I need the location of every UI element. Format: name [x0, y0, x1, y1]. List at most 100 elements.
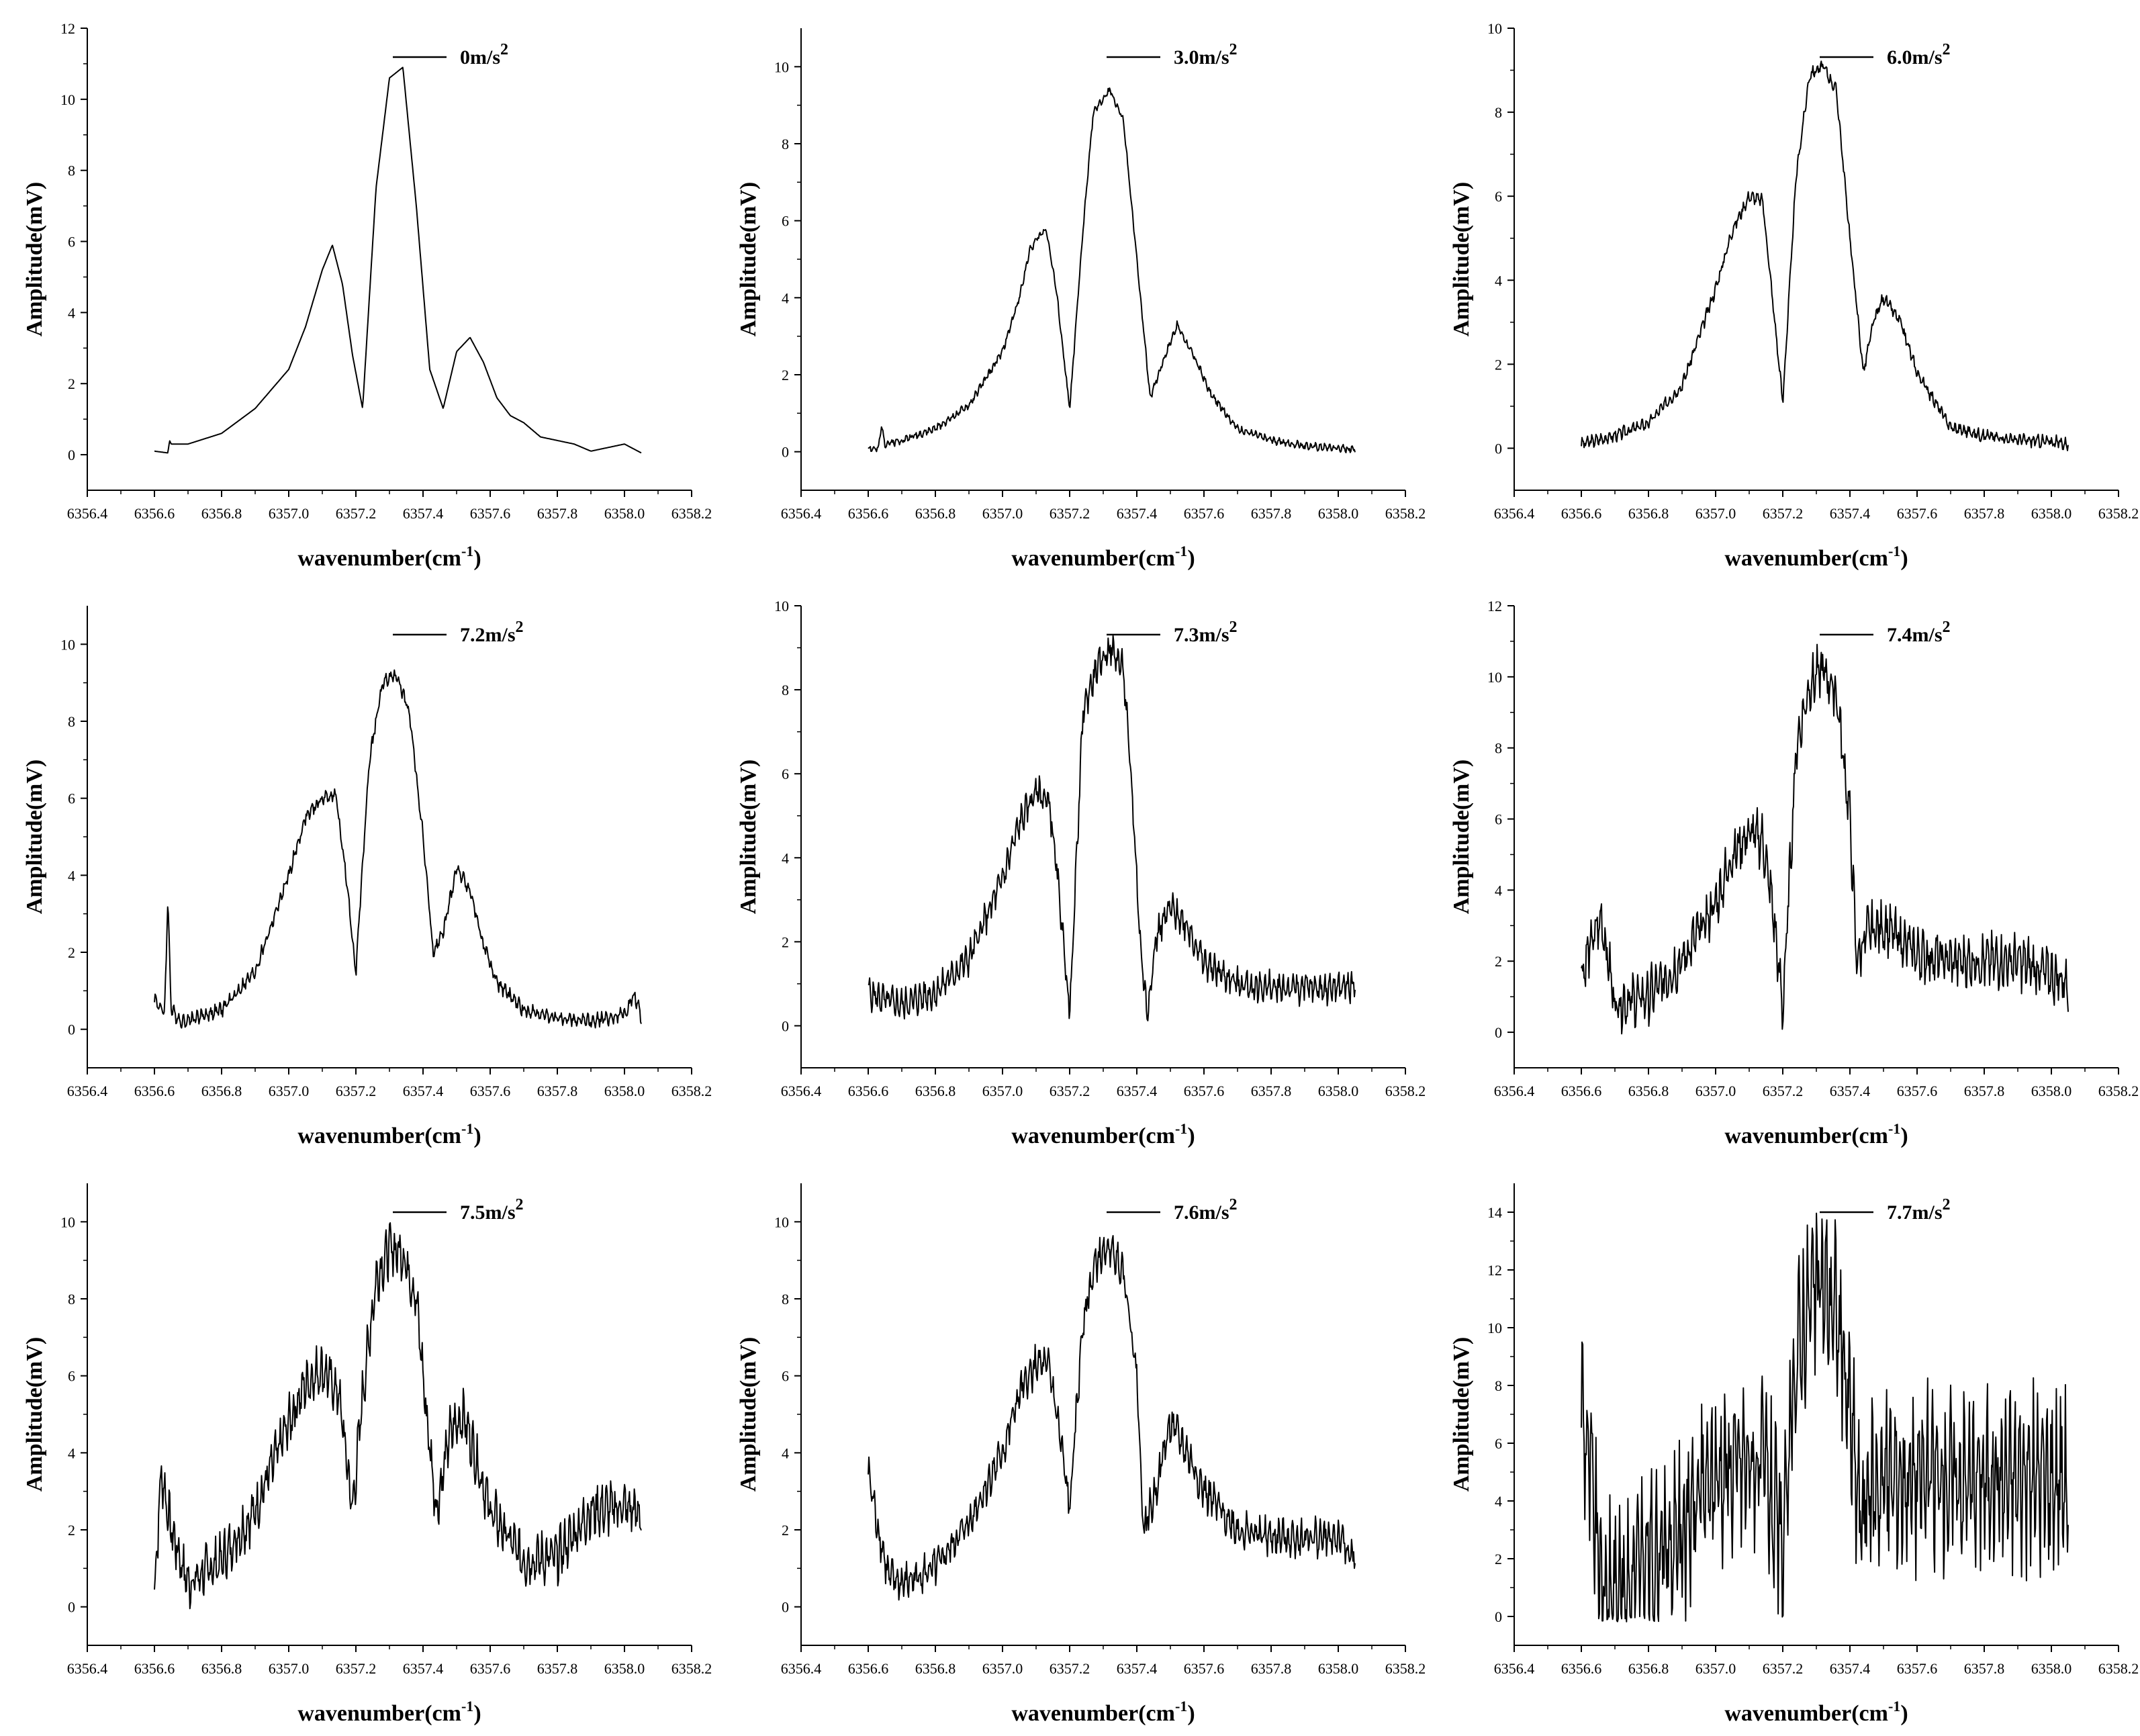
y-tick-label: 0	[782, 1599, 789, 1616]
legend-label-sup: 2	[1943, 619, 1951, 636]
x-axis-title-end: )	[1187, 1701, 1195, 1726]
x-axis-title: wavenumber(cm-1)	[1011, 543, 1195, 571]
chart-svg: 6356.4 6356.6 6356.8 6357.0 6357.2 6357.4 6357…	[736, 28, 1426, 571]
chart-panel-6: 6356.4 6356.6 6356.8 6357.0 6357.2 6357.4 6357…	[0, 1155, 714, 1733]
y-tick-label: 6	[782, 213, 789, 230]
x-tick-label: 6357.0	[982, 505, 1023, 522]
x-axis-title: wavenumber(cm-1)	[1011, 1120, 1195, 1148]
y-tick-label: 0	[68, 1599, 75, 1616]
y-tick-label: 12	[1487, 598, 1502, 614]
series-line	[868, 1235, 1356, 1601]
y-axis-title: Amplitude(mV)	[22, 182, 47, 336]
x-tick-label: 6357.2	[1763, 1083, 1804, 1099]
x-axis-title-main: wavenumber(cm	[1724, 1124, 1888, 1148]
x-tick-label: 6357.4	[403, 505, 444, 522]
y-tick-label: 8	[782, 1291, 789, 1308]
chart-panel-2: 6356.4 6356.6 6356.8 6357.0 6357.2 6357.4 6357…	[1427, 0, 2140, 578]
x-tick-label: 6358.0	[604, 505, 645, 522]
x-tick-label: 6358.0	[604, 1660, 645, 1677]
x-axis-title-sup: -1	[461, 1120, 473, 1137]
x-tick-label: 6357.8	[1964, 1660, 2005, 1677]
x-tick-label: 6357.8	[1251, 505, 1292, 522]
x-tick-label: 6357.0	[1695, 1660, 1736, 1677]
y-tick-label: 4	[1495, 272, 1502, 289]
x-tick-label: 6356.8	[201, 1083, 242, 1099]
y-tick-label: 4	[1495, 1493, 1502, 1510]
x-tick-label: 6358.0	[604, 1083, 645, 1099]
x-tick-label: 6356.6	[1561, 1083, 1602, 1099]
legend-label-main: 7.2m/s	[460, 624, 516, 646]
y-tick-label: 10	[1487, 1320, 1502, 1336]
x-tick-label: 6358.0	[1318, 505, 1359, 522]
y-tick-label: 10	[774, 58, 789, 75]
y-axis-title: Amplitude(mV)	[1449, 760, 1474, 914]
x-tick-label: 6358.0	[2031, 1660, 2072, 1677]
y-tick-label: 2	[1495, 356, 1502, 373]
y-tick-label: 8	[68, 1291, 75, 1308]
y-tick-label: 10	[1487, 20, 1502, 37]
legend-label-main: 7.4m/s	[1887, 624, 1943, 646]
series-line	[154, 66, 642, 454]
x-tick-label: 6356.4	[1494, 1660, 1535, 1677]
x-axis-title-end: )	[1187, 1124, 1195, 1148]
chart-panel-5: 6356.4 6356.6 6356.8 6357.0 6357.2 6357.4 6357…	[1427, 578, 2140, 1155]
x-tick-label: 6357.6	[1184, 1083, 1225, 1099]
legend-label: 7.6m/s2	[1174, 1196, 1238, 1224]
x-tick-label: 6356.4	[781, 1660, 822, 1677]
y-tick-label: 2	[68, 1522, 75, 1539]
series-line	[154, 669, 642, 1029]
x-tick-label: 6357.8	[1964, 505, 2005, 522]
x-tick-label: 6357.4	[1830, 1083, 1871, 1099]
x-tick-label: 6357.6	[1184, 505, 1225, 522]
x-axis-title-end: )	[1187, 546, 1195, 571]
x-axis-title-end: )	[473, 1701, 481, 1726]
legend-label: 7.4m/s2	[1887, 619, 1951, 646]
x-tick-label: 6358.0	[1318, 1660, 1359, 1677]
x-axis-title-main: wavenumber(cm	[297, 1701, 461, 1726]
x-axis-title-main: wavenumber(cm	[1724, 1701, 1888, 1726]
x-axis-title-main: wavenumber(cm	[1011, 1701, 1175, 1726]
y-tick-label: 2	[782, 1522, 789, 1539]
x-tick-label: 6357.8	[537, 505, 578, 522]
x-tick-label: 6357.8	[537, 1660, 578, 1677]
x-tick-label: 6357.0	[269, 1660, 310, 1677]
x-axis-title: wavenumber(cm-1)	[1724, 1698, 1908, 1726]
x-tick-label: 6356.4	[781, 505, 822, 522]
x-tick-label: 6357.2	[1050, 1083, 1090, 1099]
chart-panel-1: 6356.4 6356.6 6356.8 6357.0 6357.2 6357.4 6357…	[714, 0, 1427, 578]
legend-label-main: 0m/s	[460, 46, 500, 68]
legend-label-sup: 2	[1943, 41, 1951, 58]
x-tick-label: 6356.6	[1561, 505, 1602, 522]
legend-label: 7.2m/s2	[460, 619, 524, 646]
x-tick-label: 6356.8	[1628, 1660, 1669, 1677]
y-tick-label: 10	[1487, 669, 1502, 686]
x-tick-label: 6356.4	[781, 1083, 822, 1099]
x-tick-label: 6358.2	[671, 1083, 712, 1099]
legend-label-sup: 2	[1943, 1196, 1951, 1214]
chart-panel-0: 6356.4 6356.6 6356.8 6357.0 6357.2 6357.4 6357…	[0, 0, 714, 578]
x-tick-label: 6357.8	[1964, 1083, 2005, 1099]
x-tick-label: 6356.6	[848, 1083, 889, 1099]
y-tick-label: 0	[1495, 1608, 1502, 1625]
x-axis-title-main: wavenumber(cm	[1011, 546, 1175, 571]
x-tick-label: 6357.0	[269, 505, 310, 522]
x-axis-title-end: )	[473, 546, 481, 571]
chart-svg: 6356.4 6356.6 6356.8 6357.0 6357.2 6357.4 6357…	[1449, 1183, 2139, 1726]
x-tick-label: 6357.4	[1830, 1660, 1871, 1677]
y-tick-label: 0	[1495, 440, 1502, 457]
chart-svg: 6356.4 6356.6 6356.8 6357.0 6357.2 6357.4 6357…	[736, 598, 1426, 1148]
y-tick-label: 8	[68, 163, 75, 179]
x-tick-label: 6357.0	[1695, 1083, 1736, 1099]
y-tick-label: 6	[1495, 811, 1502, 828]
x-tick-label: 6357.4	[403, 1083, 444, 1099]
chart-svg: 6356.4 6356.6 6356.8 6357.0 6357.2 6357.4 6357…	[1449, 20, 2139, 571]
y-axis-title: Amplitude(mV)	[736, 760, 761, 914]
x-tick-label: 6356.4	[1494, 505, 1535, 522]
series-line	[868, 87, 1356, 453]
x-tick-label: 6358.2	[1385, 505, 1426, 522]
chart-panel-3: 6356.4 6356.6 6356.8 6357.0 6357.2 6357.4 6357…	[0, 578, 714, 1155]
x-axis-title-main: wavenumber(cm	[297, 546, 461, 571]
y-tick-label: 8	[1495, 104, 1502, 121]
x-axis-title: wavenumber(cm-1)	[1724, 543, 1908, 571]
x-axis-title-sup: -1	[461, 543, 473, 559]
